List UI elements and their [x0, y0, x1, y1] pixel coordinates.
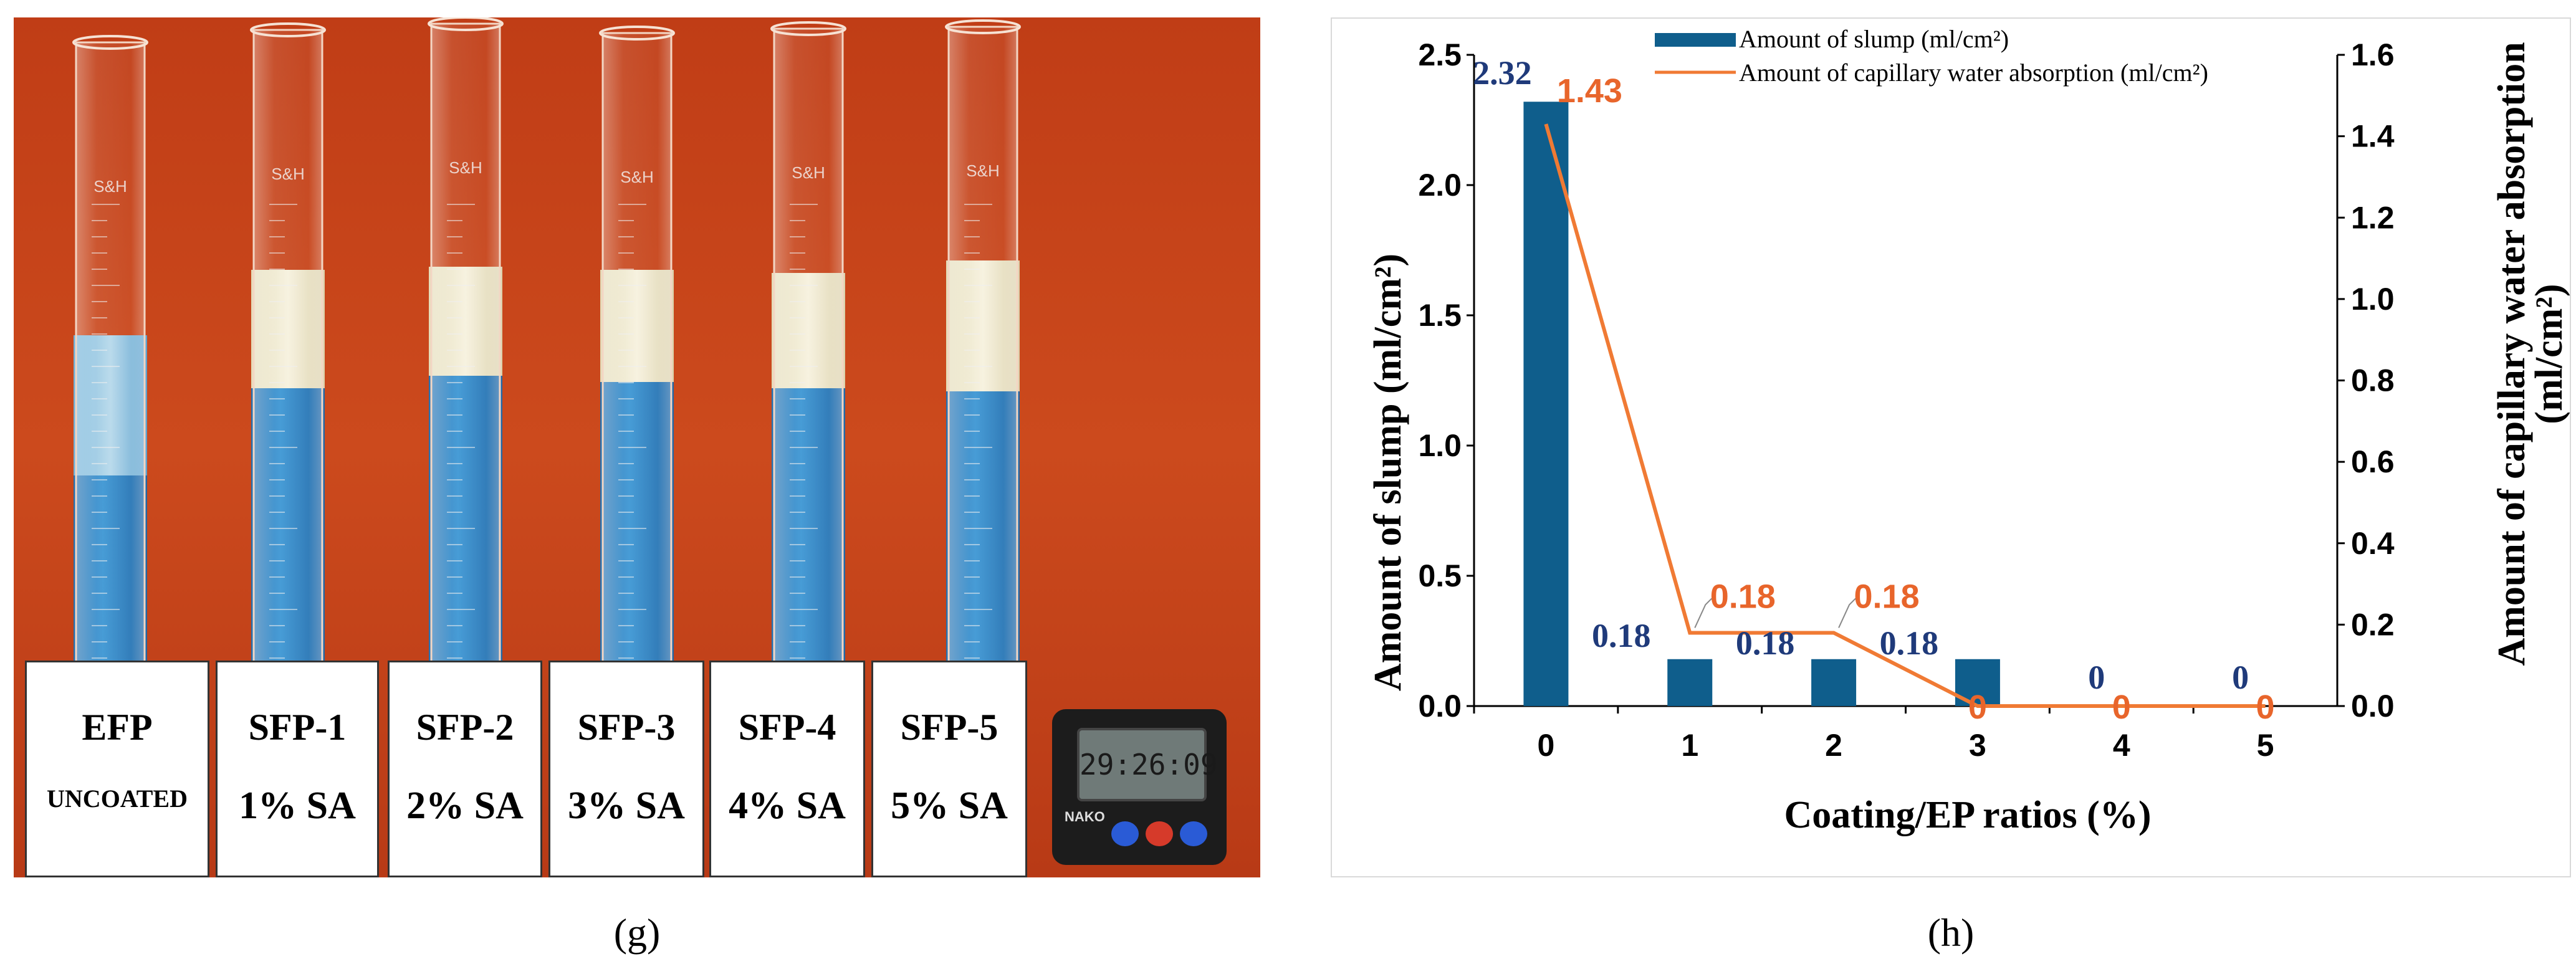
absorption-line-label: 0 [1968, 689, 1987, 726]
label-card: SFP-4 4% SA [709, 661, 865, 877]
y-tick-label: 1.5 [1418, 298, 1462, 333]
y2-tick-label: 1.6 [2351, 37, 2395, 72]
label-card: SFP-3 3% SA [548, 661, 704, 877]
label-card-subtitle: 1% SA [239, 785, 356, 827]
slump-bar-label: 0.18 [1736, 624, 1795, 662]
cylinder-brand: S&H [271, 165, 304, 183]
label-card: SFP-1 1% SA [216, 661, 379, 877]
panel-letter-h: (h) [1927, 910, 1975, 955]
y-axis-title: Amount of slump (ml/cm²) [1367, 254, 1409, 691]
slump-bar-label: 2.32 [1473, 54, 1532, 92]
timer-device: 29:26:09 NAKO [1052, 709, 1227, 865]
slump-bar-label: 0.18 [1592, 617, 1651, 654]
timer-screen: 29:26:09 [1077, 728, 1218, 801]
slump-bar-label: 0.18 [1880, 624, 1939, 662]
label-card-subtitle: 2% SA [406, 785, 524, 827]
cylinder-brand: S&H [792, 163, 825, 182]
label-card-subtitle: UNCOATED [47, 785, 188, 813]
absorption-line-label: 0 [2112, 689, 2131, 726]
y2-tick-label: 1.0 [2351, 282, 2395, 317]
slump-bar-label: 0 [2088, 659, 2105, 696]
cylinder-rim [428, 16, 504, 31]
y2-tick-label: 0.0 [2351, 689, 2395, 723]
label-card: SFP-5 5% SA [871, 661, 1027, 877]
chart-svg: 0.0 0.5 1.0 1.5 2.0 2.5 0.0 0.2 0.4 0.6 0.8 1.0 1.2 1… [1367, 25, 2570, 836]
cylinder-brand: S&H [966, 161, 999, 180]
y2-tick-label: 0.4 [2351, 526, 2395, 561]
cylinder-rim [770, 21, 846, 36]
y2-tick-label: 1.4 [2351, 119, 2395, 154]
label-card-name: SFP-4 [738, 707, 836, 748]
label-card-name: SFP-3 [577, 707, 676, 748]
absorption-line-label: 0.18 [1854, 578, 1920, 615]
x-tick-label: 0 [1538, 728, 1555, 763]
y-tick-label: 0.5 [1418, 558, 1462, 593]
slump-bar [1811, 659, 1857, 706]
panel-letter-g: (g) [613, 910, 661, 955]
chart-bars [1523, 102, 2000, 707]
cylinder-rim [945, 19, 1021, 34]
cylinder-rim [599, 26, 675, 41]
absorption-line-label: 1.43 [1557, 72, 1622, 110]
label-card: SFP-2 2% SA [388, 661, 542, 877]
slump-bar [1523, 102, 1569, 707]
timer-button-red [1146, 821, 1173, 846]
y2-axis-title-line1: Amount of capillary water absorption [2491, 42, 2533, 666]
x-tick-label: 1 [1681, 728, 1698, 763]
label-card-name: SFP-2 [416, 707, 514, 748]
timer-brand: NAKO [1065, 809, 1105, 824]
label-card-subtitle: 4% SA [729, 785, 846, 827]
absorption-line [1544, 123, 2266, 708]
chart-data-labels: 2.320.18 0.18 0.180 01.430.18 0.180 0 0 [1473, 54, 2274, 726]
cylinder-rim [72, 35, 148, 50]
label-card-subtitle: 5% SA [891, 785, 1008, 827]
x-tick-label: 2 [1825, 728, 1842, 763]
leader-line [1694, 598, 1712, 628]
legend-bar-swatch [1655, 33, 1736, 47]
y2-tick-label: 0.2 [2351, 607, 2395, 642]
x-axis-title: Coating/EP ratios (%) [1784, 794, 2152, 836]
cylinder-brand: S&H [93, 177, 127, 196]
y-tick-label: 0.0 [1418, 689, 1462, 723]
chart-line [1544, 123, 2266, 708]
label-card-name: SFP-1 [248, 707, 347, 748]
cylinder-rim [250, 22, 326, 37]
absorption-line-label: 0.18 [1710, 578, 1776, 615]
y2-tick-label: 1.2 [2351, 200, 2395, 235]
x-tick-label: 3 [1969, 728, 1986, 763]
timer-button-blue-2 [1180, 821, 1207, 846]
cylinder-brand: S&H [620, 168, 653, 186]
x-tick-label: 4 [2113, 728, 2130, 763]
label-card-name: SFP-5 [900, 707, 998, 748]
legend-bar-label: Amount of slump (ml/cm²) [1739, 25, 2009, 53]
label-card-subtitle: 3% SA [568, 785, 685, 827]
y2-tick-label: 0.6 [2351, 444, 2395, 479]
cylinder-brand: S&H [449, 158, 482, 177]
slump-bar [1667, 659, 1713, 706]
absorption-line-label: 0 [2256, 689, 2275, 726]
y-tick-label: 1.0 [1418, 428, 1462, 463]
y-tick-label: 2.0 [1418, 168, 1462, 203]
chart-legend: Amount of slump (ml/cm²) Amount of capill… [1655, 25, 2208, 87]
y2-tick-label: 0.8 [2351, 363, 2395, 398]
slump-bar-label: 0 [2232, 659, 2249, 696]
label-card: EFP UNCOATED [25, 661, 209, 877]
timer-button-blue [1111, 821, 1139, 846]
y-tick-label: 2.5 [1418, 37, 1462, 72]
label-card-name: EFP [82, 707, 153, 748]
y2-axis-title-line2: (ml/cm²) [2528, 284, 2570, 424]
legend-line-label: Amount of capillary water absorption (ml… [1739, 59, 2208, 87]
leader-line [1838, 598, 1856, 628]
x-tick-label: 5 [2257, 728, 2274, 763]
